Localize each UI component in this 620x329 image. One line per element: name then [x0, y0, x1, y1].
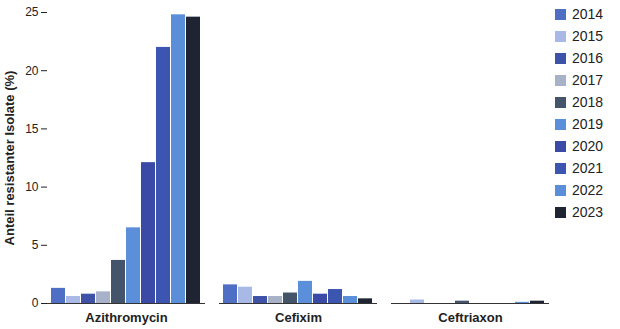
- html-text:2015: 2015: [572, 28, 604, 44]
- svg-text:25: 25: [25, 5, 39, 19]
- svg-text:20: 20: [25, 64, 39, 78]
- svg-text:10: 10: [25, 180, 39, 194]
- html-text:2018: 2018: [572, 94, 604, 110]
- svg-text:Cefixim: Cefixim: [275, 310, 322, 325]
- svg-text:Ceftriaxon: Ceftriaxon: [438, 310, 502, 325]
- html-text:2019: 2019: [572, 116, 604, 132]
- svg-text:0: 0: [32, 296, 39, 310]
- html-text:2014: 2014: [572, 6, 604, 22]
- svg-text:Azithromycin: Azithromycin: [85, 310, 167, 325]
- svg-text:Anteil resistanter Isolate (%): Anteil resistanter Isolate (%): [2, 71, 17, 246]
- svg-text:5: 5: [32, 238, 39, 252]
- html-text:2023: 2023: [572, 204, 604, 220]
- html-text:2021: 2021: [572, 160, 604, 176]
- svg-text:15: 15: [25, 122, 39, 136]
- html-text:2016: 2016: [572, 50, 604, 66]
- html-text:2022: 2022: [572, 182, 604, 198]
- html-text:2020: 2020: [572, 138, 604, 154]
- html-text:2017: 2017: [572, 72, 604, 88]
